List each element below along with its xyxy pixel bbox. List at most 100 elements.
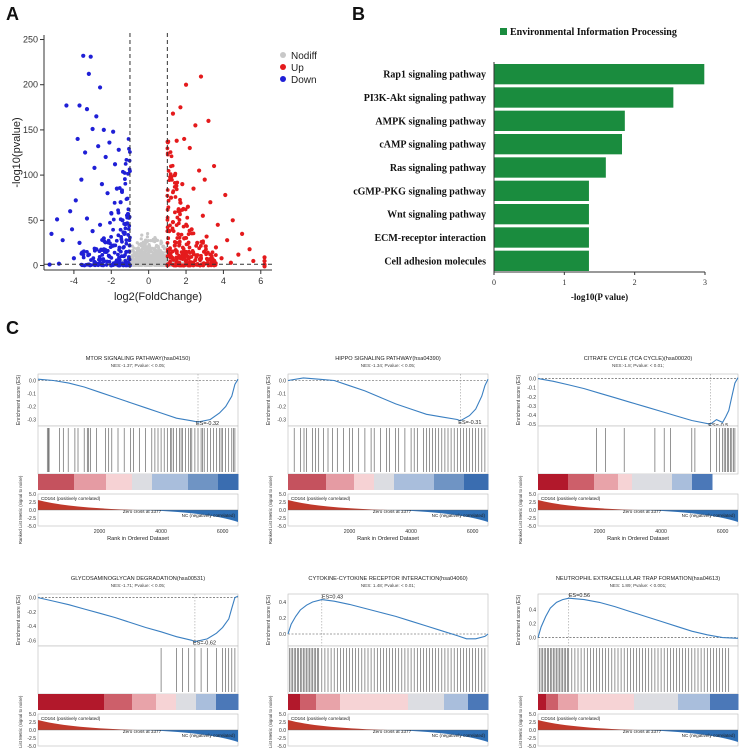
up-point (168, 246, 172, 251)
nodiff-point (160, 259, 165, 263)
hit-bars (289, 648, 486, 692)
up-point (204, 252, 209, 257)
metric-zero-label: Zero cross at 3377 (373, 509, 412, 514)
es-tick-label: 0.4 (279, 600, 286, 606)
down-point (77, 103, 82, 108)
down-point (92, 259, 97, 264)
heat-segment (568, 474, 595, 490)
nodiff-point (130, 244, 134, 248)
down-point (97, 257, 101, 262)
up-point (168, 195, 174, 200)
legend-label-nodiff: Nodiff (291, 51, 317, 62)
rank-tick-label: 2000 (94, 529, 106, 535)
up-point (223, 192, 228, 198)
up-point (183, 259, 188, 264)
heat-segment (354, 474, 375, 490)
category-label: AMPK signaling pathway (375, 116, 486, 127)
up-point (247, 247, 252, 252)
es-tick-label: 0.2 (529, 622, 536, 628)
category-label: ECM-receptor interaction (374, 233, 486, 244)
heat-segment (106, 474, 133, 490)
gsea-plot: HIPPO SIGNALING PATHWAY(hsa04390)NES:-1.… (266, 356, 489, 544)
nodiff-point (135, 241, 139, 245)
x-tick-label: 0 (146, 276, 151, 286)
down-point (125, 196, 130, 201)
metric-tick-label: -5.0 (277, 744, 286, 748)
heat-segment (578, 694, 635, 710)
category-label: Rap1 signaling pathway (383, 70, 486, 81)
rank-tick-label: 6000 (467, 529, 479, 535)
bar (494, 157, 606, 178)
plot-title: MTOR SIGNALING PATHWAY(hsa04150) (86, 356, 191, 362)
down-point (86, 71, 91, 76)
es-label: ES=-0.31 (458, 420, 481, 426)
metric-tick-label: 5.0 (279, 492, 286, 498)
up-point (173, 195, 178, 199)
heat-segment (152, 474, 189, 490)
category-label: cGMP-PKG signaling pathway (353, 186, 486, 197)
bar (494, 204, 589, 225)
metric-neg-area (638, 730, 738, 742)
up-point (174, 183, 179, 188)
heat-segment (546, 694, 559, 710)
down-point (114, 238, 119, 243)
nodiff-point (132, 258, 136, 262)
bar (494, 180, 589, 201)
legend-swatch (500, 28, 507, 35)
heat-segment (632, 474, 673, 490)
heat-segment (38, 474, 75, 490)
nodiff-point (159, 262, 163, 266)
up-point (178, 200, 183, 205)
metric-zero-label: Zero cross at 3377 (123, 509, 162, 514)
metric-tick-label: 5.0 (29, 712, 36, 718)
up-point (191, 231, 196, 236)
es-tick-label: 0.0 (529, 377, 536, 383)
metric-pos-label: CD164 (positively correlated) (291, 716, 351, 721)
es-axis-title: Enrichment score (ES) (16, 375, 22, 426)
nodiff-point (153, 255, 158, 259)
up-point (182, 236, 187, 241)
heat-segment (444, 694, 469, 710)
x-tick-label: 4 (221, 276, 226, 286)
up-point (185, 215, 190, 220)
es-tick-label: 0.4 (529, 607, 536, 613)
y-tick-label: 200 (23, 80, 38, 90)
es-tick-label: 0.0 (279, 632, 286, 638)
up-point (168, 172, 173, 177)
gsea-plot: GLYCOSAMINOGLYCAN DEGRADATION(hsa00531)N… (16, 576, 239, 748)
down-point (97, 222, 103, 227)
metric-tick-label: 2.5 (279, 500, 286, 506)
down-point (92, 165, 97, 170)
up-point (180, 182, 185, 187)
up-point (178, 105, 183, 110)
up-point (204, 244, 208, 249)
up-point (187, 145, 192, 151)
es-label: ES=0.56 (569, 593, 590, 599)
metric-tick-label: 5.0 (279, 712, 286, 718)
down-point (105, 191, 110, 196)
up-point (165, 225, 170, 230)
es-axis-title: Enrichment score (ES) (16, 595, 22, 646)
rank-axis-title: Rank in Ordered Dataset (607, 536, 669, 542)
down-point (73, 198, 78, 203)
legend-marker-nodiff (280, 52, 286, 58)
heat-segment (558, 694, 579, 710)
bar (494, 250, 589, 271)
down-point (69, 227, 75, 232)
down-point (60, 238, 65, 243)
nodiff-point (139, 253, 143, 257)
up-point (183, 249, 189, 255)
down-point (109, 210, 114, 216)
rank-axis-title: Rank in Ordered Dataset (107, 536, 169, 542)
up-point (177, 255, 181, 260)
down-point (112, 200, 117, 205)
heat-segment (288, 694, 301, 710)
heat-segment (316, 694, 341, 710)
down-point (111, 227, 115, 232)
down-point (86, 253, 90, 258)
up-point (195, 240, 200, 245)
hits-frame (287, 645, 489, 695)
up-point (211, 163, 217, 169)
category-label: Cell adhesion molecules (384, 256, 486, 267)
down-point (119, 237, 124, 242)
